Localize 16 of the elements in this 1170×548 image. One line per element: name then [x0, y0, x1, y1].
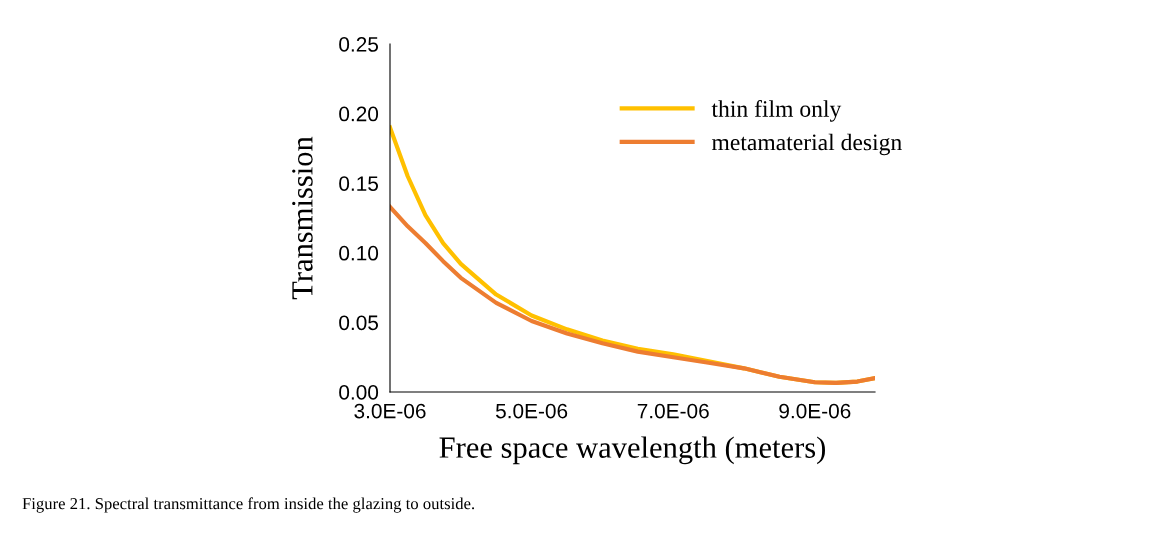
x-tick-label: 9.0E-06: [779, 403, 851, 419]
line-series: [390, 204, 875, 386]
x-tick-label: 3.0E-06: [354, 403, 426, 419]
y-tick-label: 0.25: [339, 37, 379, 52]
legend-label: thin film only: [711, 100, 842, 122]
y-tick-label: 0.15: [339, 176, 379, 191]
y-tick-label: 0.10: [339, 245, 379, 261]
y-tick-label: 0.20: [339, 106, 379, 122]
y-tick-label: 0.05: [339, 315, 379, 331]
y-axis-title: Transmission: [292, 136, 313, 300]
x-tick-label: 7.0E-06: [637, 403, 709, 419]
x-tick-label: 5.0E-06: [495, 403, 568, 419]
y-tick-label: 0.00: [339, 385, 379, 400]
caption: Figure 21. Spectral transmittance from inside the glazing to outside.: [22, 497, 475, 513]
x-axis-title: Free space wavelength (meters): [439, 436, 825, 465]
legend-label: metamaterial design: [711, 133, 902, 156]
